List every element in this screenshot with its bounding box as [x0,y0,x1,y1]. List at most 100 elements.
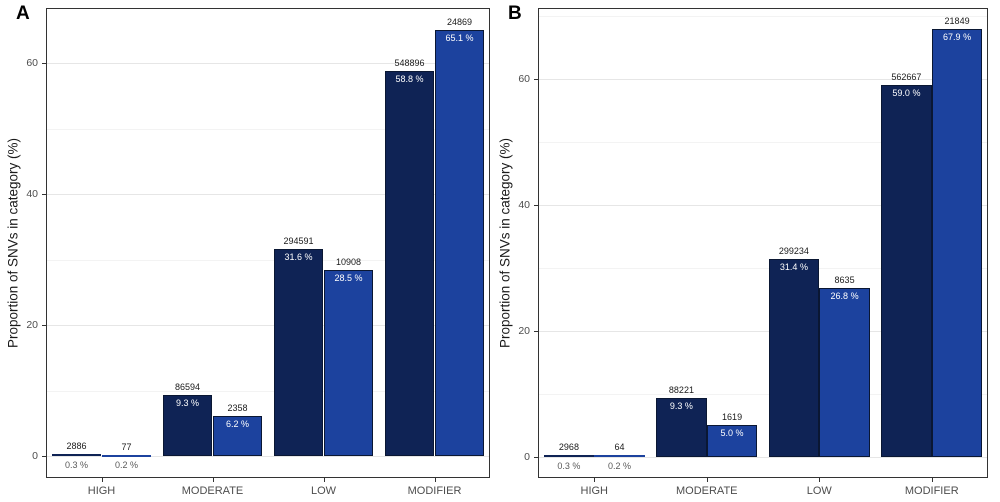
gridline-major [539,456,987,458]
panel-a: A Proportion of SNVs in category (%) 288… [5,3,490,497]
panel-b: B Proportion of SNVs in category (%) 296… [497,0,1000,502]
y-tick-mark [42,194,46,196]
x-category-label-moderate: MODERATE [675,485,738,497]
bar-low-dark-blue [273,249,324,457]
bar-high-light-blue [101,455,152,457]
panel-b-label: B [508,3,522,24]
x-tick-mark [323,478,325,482]
y-axis-title: Proportion of SNVs in category (%) [497,137,513,349]
bar-low-light-blue [819,287,870,457]
y-tick-mark [42,456,46,458]
y-tick-mark [42,325,46,327]
gridline-minor [47,390,489,392]
y-tick-label: 40 [26,188,38,201]
gridline-major [47,456,489,458]
y-tick-mark [534,204,538,206]
gridline-major [47,194,489,196]
bar-count-label-moderate-light-blue: 1619 [722,412,743,423]
gridline-minor [539,267,987,269]
bar-percent-label-modifier-dark-blue: 58.8 % [395,73,424,84]
bar-count-label-moderate-dark-blue: 88221 [668,385,694,396]
x-tick-mark [706,478,708,482]
bar-count-label-moderate-light-blue: 2358 [227,402,248,413]
gridline-minor [47,259,489,261]
x-category-label-high: HIGH [87,485,116,497]
bar-count-label-modifier-light-blue: 21849 [944,16,970,27]
bar-percent-label-modifier-light-blue: 67.9 % [943,32,972,43]
bar-percent-label-moderate-dark-blue: 9.3 % [669,401,693,412]
bar-percent-label-moderate-light-blue: 6.2 % [225,418,249,429]
bar-low-light-blue [323,269,374,457]
x-tick-mark [212,478,214,482]
bar-moderate-light-blue [212,415,263,457]
bar-percent-label-high-dark-blue: 0.3 % [557,460,581,471]
bar-count-label-modifier-light-blue: 24869 [446,16,472,27]
gridline-minor [47,128,489,130]
x-category-label-moderate: MODERATE [181,485,244,497]
bar-count-label-low-light-blue: 8635 [834,274,855,285]
bar-moderate-dark-blue [162,395,213,457]
y-tick-label: 40 [518,198,530,211]
bar-high-light-blue [594,455,645,457]
bar-count-label-high-dark-blue: 2968 [558,441,579,452]
x-tick-mark [931,478,933,482]
x-category-label-modifier: MODIFIER [904,485,959,497]
gridline-major [539,79,987,81]
bar-count-label-modifier-dark-blue: 548896 [394,57,425,68]
bar-percent-label-high-dark-blue: 0.3 % [65,460,89,471]
bar-percent-label-high-light-blue: 0.2 % [114,460,138,471]
gridline-minor [539,16,987,18]
y-tick-label: 0 [524,450,530,463]
bar-count-label-high-dark-blue: 2886 [66,441,87,452]
bar-high-dark-blue [543,454,595,457]
y-tick-mark [534,456,538,458]
bar-percent-label-low-dark-blue: 31.6 % [284,252,313,263]
bar-high-dark-blue [51,454,102,457]
bar-moderate-light-blue [706,425,758,457]
bar-percent-label-high-light-blue: 0.2 % [608,460,632,471]
y-tick-label: 60 [26,57,38,70]
bar-percent-label-moderate-dark-blue: 9.3 % [176,398,200,409]
y-tick-mark [42,63,46,65]
x-category-label-low: LOW [310,485,337,497]
y-tick-label: 20 [26,319,38,332]
bar-count-label-moderate-dark-blue: 86594 [175,382,201,393]
y-axis-title: Proportion of SNVs in category (%) [5,137,21,349]
gridline-major [47,325,489,327]
x-tick-mark [594,478,596,482]
x-category-label-modifier: MODIFIER [407,485,462,497]
x-tick-mark [819,478,821,482]
bar-percent-label-modifier-light-blue: 65.1 % [445,32,474,43]
bar-percent-label-low-dark-blue: 31.4 % [779,262,808,273]
gridline-major [539,204,987,206]
y-tick-label: 0 [32,450,38,463]
gridline-minor [539,142,987,144]
y-tick-mark [534,330,538,332]
bar-percent-label-low-light-blue: 28.5 % [334,272,363,283]
bar-count-label-modifier-dark-blue: 562667 [891,72,922,83]
panel-a-label: A [16,3,30,24]
gridline-major [539,330,987,332]
x-tick-mark [434,478,436,482]
bar-count-label-high-light-blue: 77 [121,442,132,453]
bar-count-label-low-dark-blue: 299234 [778,246,809,257]
x-tick-mark [101,478,103,482]
y-tick-label: 20 [518,324,530,337]
bar-modifier-light-blue [931,29,983,457]
bar-count-label-low-dark-blue: 294591 [283,236,314,247]
y-tick-mark [534,79,538,81]
bar-modifier-dark-blue [881,85,932,457]
gridline-major [47,63,489,65]
x-category-label-low: LOW [806,485,832,497]
bar-count-label-low-light-blue: 10908 [335,256,361,267]
bar-moderate-dark-blue [656,398,707,457]
bar-count-label-high-light-blue: 64 [614,442,625,453]
bar-percent-label-moderate-light-blue: 5.0 % [720,428,744,439]
bar-modifier-light-blue [434,29,485,457]
bar-modifier-dark-blue [384,70,435,457]
bar-percent-label-low-light-blue: 26.8 % [830,290,859,301]
gridline-minor [539,393,987,395]
bar-percent-label-modifier-dark-blue: 59.0 % [892,88,921,99]
bar-low-dark-blue [768,259,820,457]
